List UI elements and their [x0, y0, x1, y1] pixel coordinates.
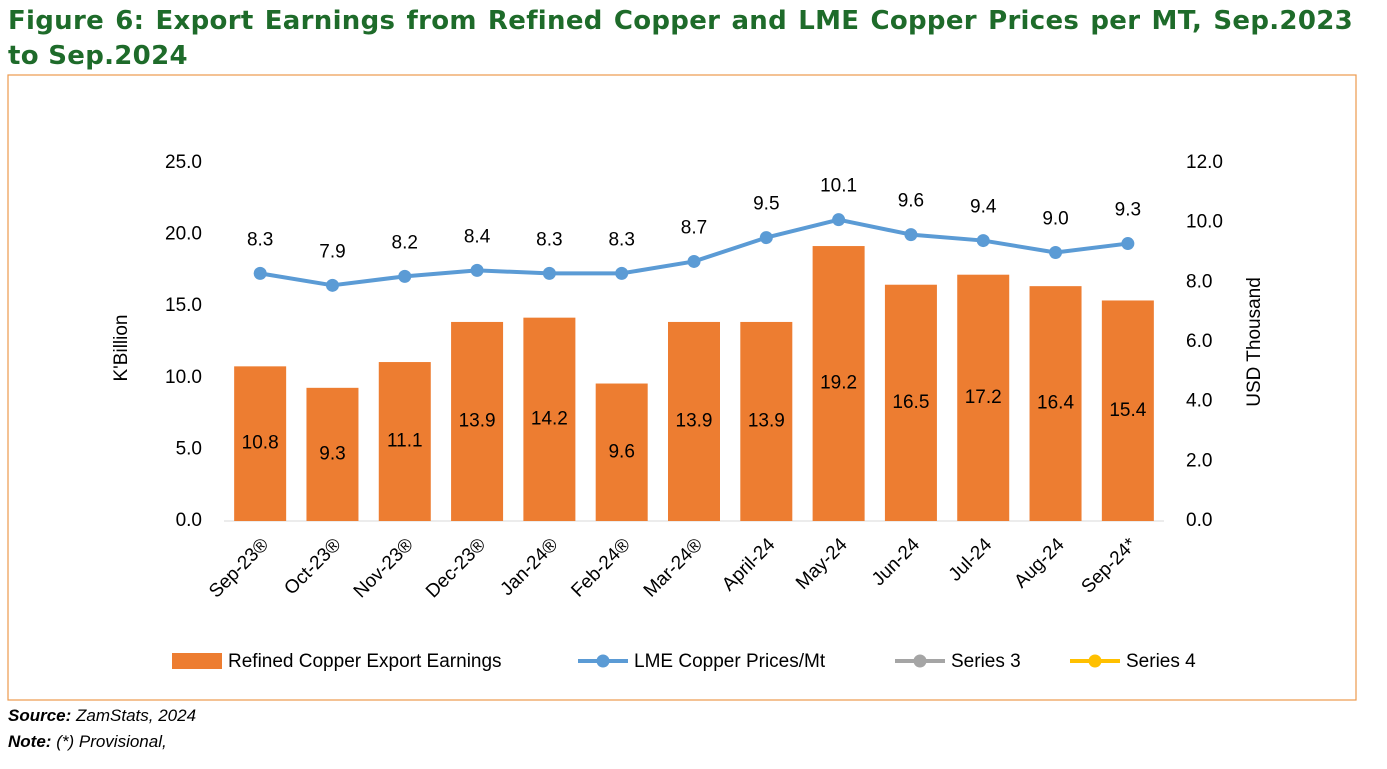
x-tick-label: Dec-23®: [422, 534, 490, 602]
line-marker: [470, 263, 484, 277]
legend-label: Refined Copper Export Earnings: [228, 651, 502, 672]
bar-value-label: 9.3: [319, 443, 345, 464]
x-tick-label: Mar-24®: [640, 534, 707, 601]
x-tick-label: Oct-23®: [280, 534, 345, 599]
line-marker: [832, 213, 846, 227]
bar-value-label: 13.9: [748, 410, 785, 431]
bar-value-label: 17.2: [965, 387, 1002, 408]
bar-value-label: 9.6: [608, 441, 634, 462]
x-tick-label: Aug-24: [1010, 534, 1068, 592]
legend-label: Series 3: [951, 651, 1021, 672]
source-label: Source:: [8, 706, 72, 725]
y-tick-label: 5.0: [176, 438, 202, 459]
bar-value-label: 16.4: [1037, 393, 1074, 414]
bar: [957, 274, 1010, 521]
line-marker: [904, 228, 918, 242]
bar-value-label: 14.2: [531, 408, 568, 429]
x-tick-label: Jul-24: [945, 534, 997, 586]
y2-axis-title: USD Thousand: [1244, 277, 1265, 407]
line-value-label: 9.3: [1115, 200, 1141, 221]
bar-value-label: 19.2: [820, 373, 857, 394]
bar: [1029, 286, 1082, 521]
line-value-label: 10.1: [820, 176, 857, 197]
y-tick-label: 20.0: [165, 224, 202, 245]
line-value-label: 9.0: [1042, 209, 1068, 230]
bar: [1101, 300, 1154, 521]
y2-tick-label: 8.0: [1186, 271, 1212, 292]
legend-label: LME Copper Prices/Mt: [634, 651, 826, 672]
bar-value-label: 16.5: [892, 392, 929, 413]
line-marker: [1049, 246, 1063, 259]
note-label: Note:: [8, 732, 52, 751]
bar: [378, 362, 431, 521]
y2-tick-label: 12.0: [1186, 152, 1223, 173]
y-tick-label: 0.0: [176, 510, 202, 531]
bar: [740, 321, 793, 521]
legend-swatch-marker: [1088, 654, 1102, 668]
legend-swatch: [172, 653, 222, 669]
line-value-label: 9.4: [970, 197, 997, 218]
bar: [595, 383, 648, 521]
y2-tick-label: 4.0: [1186, 391, 1212, 412]
legend-swatch-marker: [913, 654, 927, 668]
chart-title: Figure 6: Export Earnings from Refined C…: [8, 6, 1353, 71]
bar-value-label: 13.9: [676, 410, 713, 431]
x-tick-label: Feb-24®: [567, 534, 634, 601]
bar: [306, 387, 359, 521]
bar-value-label: 15.4: [1109, 400, 1146, 421]
x-tick-label: April-24: [718, 534, 779, 595]
line-marker: [325, 278, 339, 292]
x-tick-label: Sep-23®: [205, 534, 273, 602]
source: Source: ZamStats, 2024: [8, 706, 196, 726]
bar: [668, 321, 720, 521]
line-value-label: 8.3: [608, 229, 634, 250]
y2-tick-label: 0.0: [1186, 510, 1212, 531]
x-tick-label: Jan-24®: [497, 534, 563, 600]
bar-value-label: 10.8: [242, 433, 279, 454]
bar: [884, 284, 937, 521]
line-marker: [253, 266, 267, 280]
line-value-label: 8.3: [536, 229, 562, 250]
y-tick-label: 15.0: [165, 295, 202, 316]
source-text: ZamStats, 2024: [76, 706, 197, 725]
bar: [812, 246, 865, 521]
line-value-label: 9.5: [753, 194, 779, 215]
bar-value-label: 13.9: [459, 410, 496, 431]
line-marker: [615, 266, 629, 280]
bar: [234, 366, 287, 521]
y2-tick-label: 6.0: [1186, 331, 1212, 352]
bar: [451, 321, 504, 521]
line-marker: [976, 234, 990, 248]
x-tick-label: May-24: [792, 534, 852, 594]
line-value-label: 8.7: [681, 217, 707, 238]
legend-swatch-marker: [596, 654, 610, 668]
line-marker: [398, 269, 412, 283]
chart-frame: [7, 74, 1357, 701]
x-tick-label: Nov-23®: [350, 534, 418, 602]
note: Note: (*) Provisional,: [8, 732, 167, 752]
line-value-label: 8.2: [392, 232, 418, 253]
legend-label: Series 4: [1126, 651, 1196, 672]
line-value-label: 9.6: [898, 191, 924, 212]
bar: [523, 317, 576, 521]
y2-tick-label: 2.0: [1186, 450, 1212, 471]
line-marker: [1121, 237, 1135, 251]
line-value-label: 8.4: [464, 226, 491, 247]
y-tick-label: 10.0: [165, 367, 202, 388]
note-text: (*) Provisional,: [56, 732, 167, 751]
y2-tick-label: 10.0: [1186, 212, 1223, 233]
line-value-label: 7.9: [319, 241, 345, 262]
line-marker: [759, 231, 773, 245]
line-value-label: 8.3: [247, 229, 273, 250]
y-tick-label: 25.0: [165, 152, 202, 173]
bar-value-label: 11.1: [387, 431, 423, 452]
x-tick-label: Sep-24*: [1078, 534, 1142, 598]
line-marker: [542, 266, 556, 280]
line-marker: [687, 254, 701, 268]
y-axis-title: K'Billion: [111, 315, 132, 382]
x-tick-label: Jun-24: [868, 534, 924, 590]
